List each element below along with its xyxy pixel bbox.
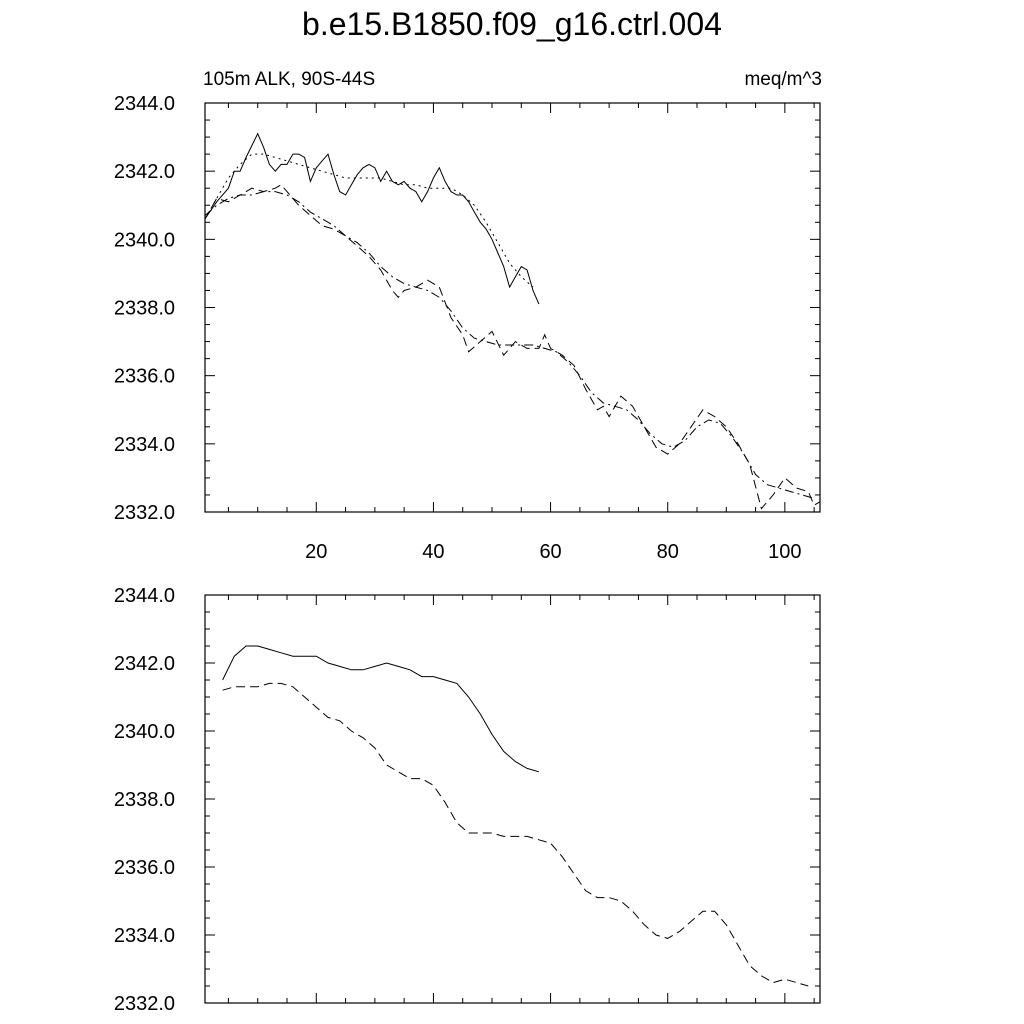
panel-top-series-dotted-line <box>204 153 534 288</box>
panel-top-x-tick-label: 80 <box>657 541 679 563</box>
panel-top-series-solid-line <box>204 132 540 305</box>
panel-bottom-y-tick-label: 2332.0 <box>114 993 175 1015</box>
panel-bottom-series-dashed-line <box>222 682 809 987</box>
panel-bottom-series-solid-line <box>222 645 540 773</box>
panel-top-x-tick-label: 20 <box>305 541 327 563</box>
panel-bottom-y-tick-label: 2342.0 <box>114 653 175 675</box>
panel-top-y-tick-label: 2332.0 <box>114 502 175 524</box>
panel-top-y-tick-label: 2334.0 <box>114 434 175 456</box>
panel-bottom-y-tick-label: 2336.0 <box>114 857 175 879</box>
panel-top-series-dashdot-line <box>204 191 815 499</box>
panel-top-right-label: meq/m^3 <box>744 69 822 90</box>
panel-top-series-dashed-line <box>204 184 821 510</box>
panel-top-x-tick-label: 60 <box>539 541 561 563</box>
panel-top-y-tick-label: 2338.0 <box>114 298 175 320</box>
panel-top-y-tick-label: 2340.0 <box>114 229 175 251</box>
panel-bottom-y-tick-label: 2344.0 <box>114 585 175 607</box>
panel-top-y-tick-label: 2344.0 <box>114 93 175 115</box>
panel-bottom-y-tick-label: 2334.0 <box>114 925 175 947</box>
panel-top-y-tick-label: 2336.0 <box>114 366 175 388</box>
panel-top-x-tick-label: 100 <box>768 541 801 563</box>
panel-bottom-y-tick-label: 2340.0 <box>114 721 175 743</box>
panel-top-y-tick-label: 2342.0 <box>114 161 175 183</box>
panel-bottom-y-tick-label: 2338.0 <box>114 789 175 811</box>
panel-top-x-tick-label: 40 <box>422 541 444 563</box>
panel-top-left-label: 105m ALK, 90S-44S <box>203 69 375 90</box>
chart-title: b.e15.B1850.f09_g16.ctrl.004 <box>302 6 722 42</box>
